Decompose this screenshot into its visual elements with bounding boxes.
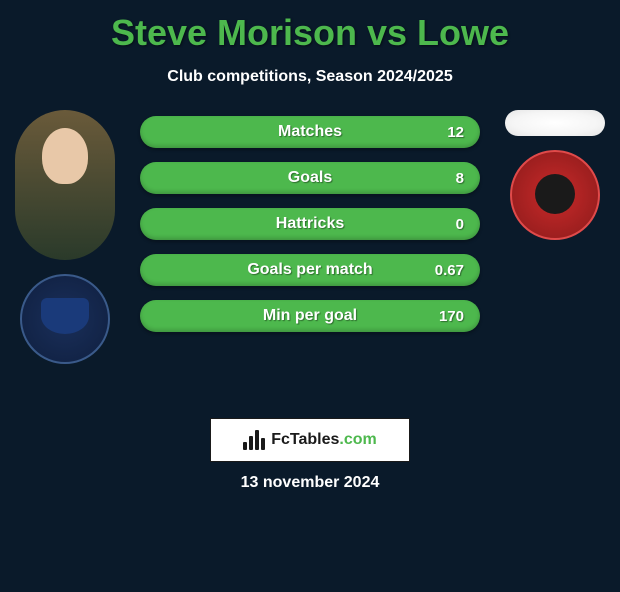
stat-pill-hattricks: Hattricks 0 [140,208,480,240]
stat-pill-min-per-goal: Min per goal 170 [140,300,480,332]
watermark-text: FcTables.com [271,431,377,449]
player-photo-left [15,110,115,260]
stat-label: Min per goal [263,307,357,325]
stat-value: 170 [439,308,464,325]
watermark-brand: FcTables [271,431,339,448]
watermark-bars-icon [243,430,265,450]
stat-value: 0.67 [435,262,464,279]
stat-label: Hattricks [276,215,344,233]
stat-pill-matches: Matches 12 [140,116,480,148]
player-photo-right [505,110,605,136]
date-label: 13 november 2024 [241,474,380,492]
left-player-column [10,110,120,364]
page-title: Steve Morison vs Lowe [0,12,620,54]
club-crest-left [20,274,110,364]
stat-bars: Matches 12 Goals 8 Hattricks 0 Goals per… [140,116,480,332]
stat-label: Goals [288,169,332,187]
subtitle: Club competitions, Season 2024/2025 [0,68,620,86]
right-player-column [500,110,610,240]
stat-value: 12 [447,124,464,141]
watermark-badge: FcTables.com [210,418,410,462]
stat-pill-goals-per-match: Goals per match 0.67 [140,254,480,286]
club-crest-right [510,150,600,240]
stat-label: Matches [278,123,342,141]
stat-value: 0 [456,216,464,233]
watermark-domain: .com [339,431,376,448]
comparison-content: Matches 12 Goals 8 Hattricks 0 Goals per… [0,110,620,430]
stat-label: Goals per match [247,261,372,279]
stat-pill-goals: Goals 8 [140,162,480,194]
stat-value: 8 [456,170,464,187]
